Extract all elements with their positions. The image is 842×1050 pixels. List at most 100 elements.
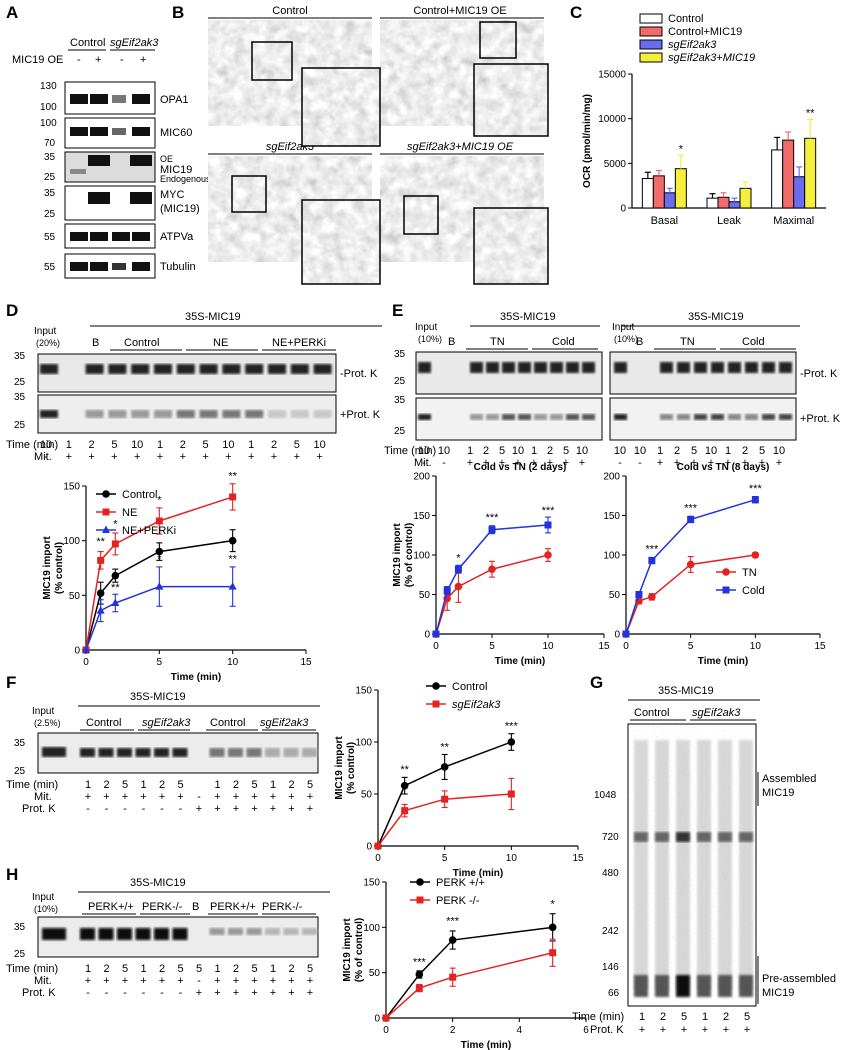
bar bbox=[706, 197, 719, 209]
band bbox=[42, 928, 66, 940]
band bbox=[582, 414, 595, 420]
band bbox=[90, 127, 108, 136]
x-tick-label: 15 bbox=[814, 641, 826, 652]
preassembled-label-sub: MIC19 bbox=[762, 987, 794, 999]
data-point bbox=[648, 593, 656, 601]
band bbox=[697, 975, 711, 997]
band bbox=[697, 832, 711, 842]
panel-g-bn-gel: 35S-MIC19 Control sgEif2ak3 1048 720 480… bbox=[572, 685, 836, 1036]
mw-label: 720 bbox=[602, 832, 619, 843]
y-tick-label: 150 bbox=[355, 686, 372, 697]
time-value: 5 bbox=[251, 963, 257, 975]
y-tick-label: 150 bbox=[363, 878, 380, 889]
panel-label-c: C bbox=[570, 3, 582, 22]
band bbox=[88, 192, 110, 204]
em-inset bbox=[302, 200, 380, 284]
group-label: sgEif2ak3 bbox=[692, 707, 741, 719]
legend-swatch bbox=[639, 13, 663, 24]
band bbox=[676, 740, 690, 990]
blot-name-mic19: MIC19 bbox=[160, 164, 192, 176]
band bbox=[108, 410, 127, 418]
y-tick-label: 150 bbox=[603, 511, 620, 522]
data-point bbox=[400, 781, 409, 790]
x-axis-label: Time (min) bbox=[453, 868, 503, 879]
protk-value: - bbox=[123, 803, 127, 815]
data-point bbox=[635, 591, 643, 598]
mit-value: + bbox=[316, 451, 322, 463]
probe-label: 35S-MIC19 bbox=[130, 691, 186, 703]
data-point bbox=[544, 521, 552, 529]
band bbox=[283, 748, 299, 757]
bar bbox=[663, 192, 676, 209]
significance: ** bbox=[96, 536, 105, 548]
band bbox=[660, 414, 673, 420]
y-tick-label: 0 bbox=[74, 646, 80, 657]
time-value: 1 bbox=[531, 445, 537, 457]
legend-swatch bbox=[639, 39, 663, 50]
mit-value: + bbox=[140, 791, 146, 803]
input-pct: (10%) bbox=[418, 334, 442, 344]
significance: *** bbox=[486, 512, 500, 524]
data-point bbox=[415, 984, 423, 992]
mw-label: 480 bbox=[602, 868, 619, 879]
time-value: 10 bbox=[705, 445, 717, 457]
preassembled-label: Pre-assembled bbox=[762, 973, 836, 985]
time-value: 2 bbox=[674, 445, 680, 457]
x-tick-label: 5 bbox=[489, 641, 495, 652]
em-inset bbox=[474, 208, 548, 284]
protk-value: - bbox=[86, 803, 90, 815]
legend-label: sgEif2ak3+MIC19 bbox=[668, 52, 755, 64]
mit-value: + bbox=[85, 791, 91, 803]
band bbox=[117, 928, 132, 940]
x-tick-label: 10 bbox=[506, 853, 518, 864]
time-value: 5 bbox=[177, 779, 183, 791]
data-point bbox=[648, 557, 656, 565]
data-point bbox=[401, 807, 409, 815]
panel-d-gel: 35S-MIC19 Input (20%) B Control NE NE+PE… bbox=[6, 311, 382, 463]
y-axis-label-2: (% control) bbox=[54, 542, 65, 594]
band bbox=[762, 362, 775, 373]
band bbox=[154, 748, 169, 757]
mit-value: + bbox=[225, 451, 231, 463]
band bbox=[268, 364, 286, 374]
time-value: 2 bbox=[483, 445, 489, 457]
time-value: 2 bbox=[159, 779, 165, 791]
data-point bbox=[507, 738, 516, 746]
mw-label: 25 bbox=[14, 949, 26, 960]
x-tick-label: 10 bbox=[227, 657, 239, 668]
time-value: 1 bbox=[657, 445, 663, 457]
band bbox=[245, 364, 264, 374]
time-value: 10 bbox=[418, 445, 430, 457]
band bbox=[112, 95, 126, 103]
group-label: Control bbox=[634, 707, 669, 719]
band bbox=[676, 975, 690, 997]
time-value: 1 bbox=[270, 963, 276, 975]
band bbox=[718, 740, 732, 990]
band bbox=[302, 928, 317, 935]
time-value: 10 bbox=[40, 439, 52, 451]
legend-label: sgEif2ak3 bbox=[668, 39, 717, 51]
band bbox=[131, 364, 150, 374]
input-label: Input bbox=[34, 326, 56, 337]
zoom-box bbox=[251, 41, 293, 81]
data-point bbox=[111, 571, 120, 580]
mit-value: - bbox=[197, 791, 201, 803]
band bbox=[132, 262, 150, 271]
y-tick-label: 0 bbox=[614, 630, 620, 641]
oe-sign: + bbox=[140, 54, 146, 66]
mit-value: + bbox=[657, 457, 663, 469]
band bbox=[697, 740, 711, 990]
band bbox=[80, 928, 95, 940]
protk-value: + bbox=[214, 987, 220, 999]
band bbox=[90, 262, 108, 271]
y-tick-label: 50 bbox=[609, 590, 621, 601]
y-tick-label: 50 bbox=[361, 790, 373, 801]
em-inset bbox=[474, 64, 548, 136]
y-tick-label: 100 bbox=[603, 551, 620, 562]
oe-sign: - bbox=[77, 54, 81, 66]
em-title: Control+MIC19 OE bbox=[413, 5, 506, 17]
time-value: 10 bbox=[131, 439, 143, 451]
band bbox=[470, 362, 483, 373]
protk-value: - bbox=[86, 987, 90, 999]
